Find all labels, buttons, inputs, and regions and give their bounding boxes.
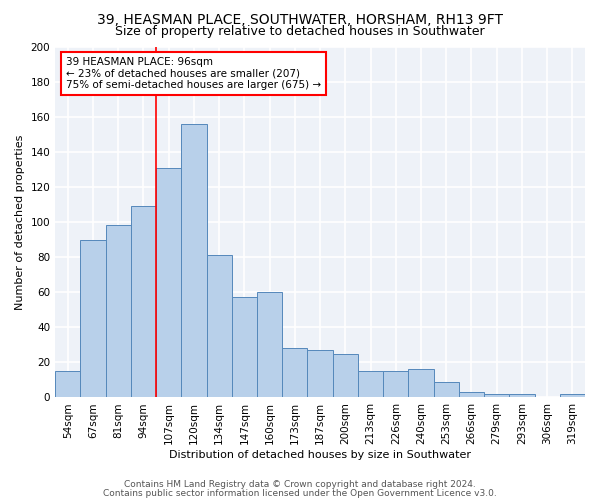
Bar: [232, 298, 257, 398]
Bar: [80, 240, 106, 398]
Bar: [206, 256, 232, 398]
Text: Contains HM Land Registry data © Crown copyright and database right 2024.: Contains HM Land Registry data © Crown c…: [124, 480, 476, 489]
Bar: [131, 206, 156, 398]
Bar: [509, 394, 535, 398]
Bar: [307, 350, 332, 398]
Bar: [434, 382, 459, 398]
Text: 39, HEASMAN PLACE, SOUTHWATER, HORSHAM, RH13 9FT: 39, HEASMAN PLACE, SOUTHWATER, HORSHAM, …: [97, 12, 503, 26]
Bar: [409, 370, 434, 398]
Y-axis label: Number of detached properties: Number of detached properties: [15, 134, 25, 310]
Bar: [332, 354, 358, 398]
Bar: [257, 292, 282, 398]
X-axis label: Distribution of detached houses by size in Southwater: Distribution of detached houses by size …: [169, 450, 471, 460]
Bar: [106, 226, 131, 398]
Bar: [156, 168, 181, 398]
Bar: [181, 124, 206, 398]
Bar: [459, 392, 484, 398]
Bar: [55, 371, 80, 398]
Text: Size of property relative to detached houses in Southwater: Size of property relative to detached ho…: [115, 25, 485, 38]
Bar: [484, 394, 509, 398]
Bar: [358, 371, 383, 398]
Bar: [560, 394, 585, 398]
Text: 39 HEASMAN PLACE: 96sqm
← 23% of detached houses are smaller (207)
75% of semi-d: 39 HEASMAN PLACE: 96sqm ← 23% of detache…: [66, 57, 321, 90]
Bar: [282, 348, 307, 398]
Bar: [383, 371, 409, 398]
Text: Contains public sector information licensed under the Open Government Licence v3: Contains public sector information licen…: [103, 489, 497, 498]
